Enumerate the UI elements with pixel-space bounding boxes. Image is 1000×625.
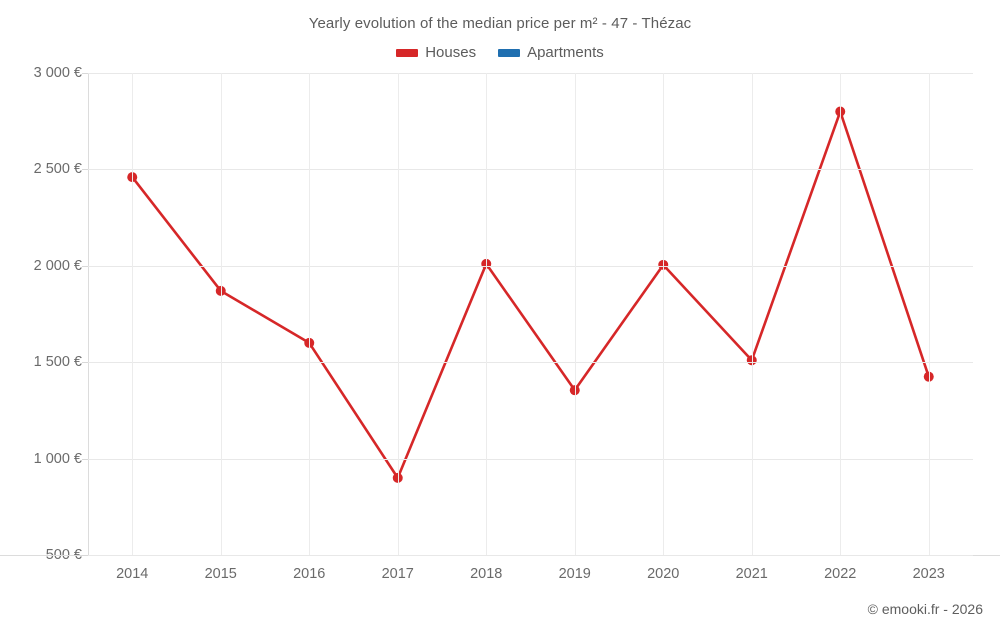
- gridline-horizontal: [88, 73, 973, 74]
- legend-swatch-houses: [396, 48, 419, 57]
- y-axis-tick: [82, 458, 88, 460]
- y-axis-tick-label: 1 000 €: [33, 450, 82, 467]
- gridline-vertical: [663, 73, 665, 555]
- legend-label-houses: Houses: [425, 44, 477, 61]
- y-axis-tick-label: 2 500 €: [33, 161, 82, 178]
- x-axis-tick-label: 2015: [204, 566, 237, 582]
- legend-label-apartments: Apartments: [527, 44, 604, 61]
- y-axis-tick: [82, 362, 88, 364]
- legend-item-apartments[interactable]: Apartments: [498, 44, 604, 61]
- gridline-vertical: [928, 73, 930, 555]
- legend-swatch-apartments: [498, 48, 521, 57]
- y-axis-tick: [82, 169, 88, 171]
- y-axis-line: [88, 73, 89, 555]
- gridline-vertical: [397, 73, 399, 555]
- gridline-vertical: [574, 73, 576, 555]
- series-line-houses: [130, 110, 931, 480]
- x-axis-tick-label: 2021: [735, 566, 768, 582]
- gridline-vertical: [220, 73, 222, 555]
- footer-credit: © emooki.fr - 2026: [867, 601, 983, 617]
- x-axis-tick-label: 2020: [647, 566, 680, 582]
- y-axis-tick: [82, 555, 88, 556]
- gridline-vertical: [132, 73, 134, 555]
- gridline-horizontal: [88, 362, 973, 364]
- y-axis-tick-label: 1 500 €: [33, 354, 82, 371]
- gridline-vertical: [840, 73, 842, 555]
- gridline-horizontal: [88, 555, 973, 556]
- x-axis-tick-label: 2018: [470, 566, 503, 582]
- x-axis-tick-label: 2019: [558, 566, 591, 582]
- x-axis-tick-label: 2016: [293, 566, 326, 582]
- y-axis-tick: [82, 73, 88, 74]
- x-axis-tick-label: 2022: [824, 566, 857, 582]
- legend-item-houses[interactable]: Houses: [396, 44, 476, 61]
- x-axis-tick-label: 2017: [381, 566, 414, 582]
- gridline-vertical: [486, 73, 488, 555]
- gridline-vertical: [309, 73, 311, 555]
- x-axis-tick-label: 2014: [116, 566, 149, 582]
- y-axis-tick: [82, 265, 88, 267]
- plot-area: [88, 73, 973, 556]
- y-axis-labels: 500 €1 000 €1 500 €2 000 €2 500 €3 000 €: [0, 0, 82, 625]
- gridline-horizontal: [88, 458, 973, 460]
- chart-legend: Houses Apartments: [0, 44, 1000, 61]
- gridline-horizontal: [88, 265, 973, 267]
- gridline-horizontal: [88, 169, 973, 171]
- x-axis-tick-label: 2023: [912, 566, 945, 582]
- y-axis-tick-label: 2 000 €: [33, 257, 82, 274]
- y-axis-tick-label: 3 000 €: [33, 65, 82, 81]
- chart-title: Yearly evolution of the median price per…: [308, 15, 692, 32]
- gridline-vertical: [751, 73, 753, 555]
